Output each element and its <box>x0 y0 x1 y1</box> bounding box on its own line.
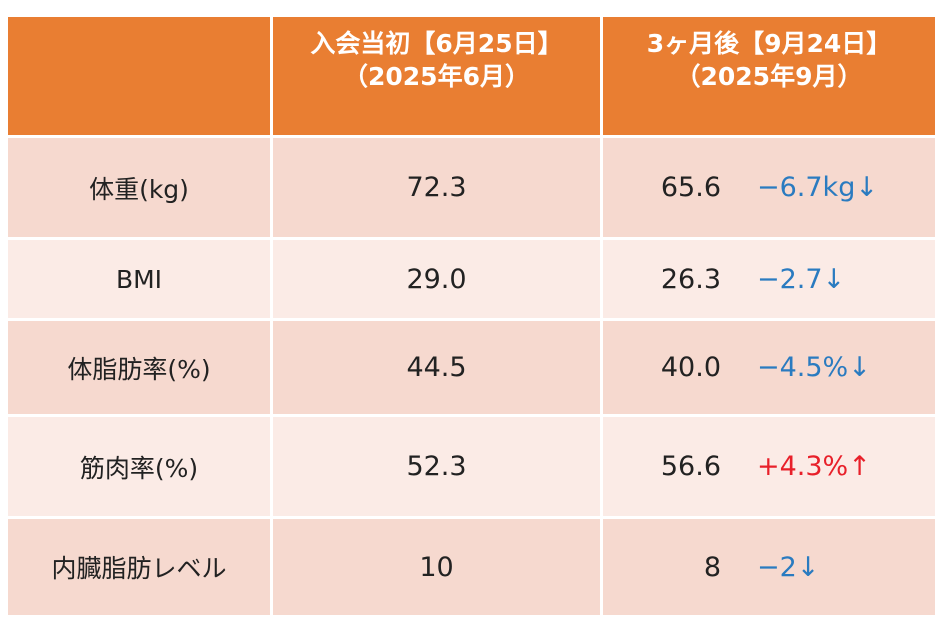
diff-weight: −6.7kg↓ <box>757 172 878 203</box>
row-label-body-fat: 体脂肪率(%) <box>8 321 270 414</box>
after-value-visceral-fat: 8 <box>703 551 721 583</box>
header-before: 入会当初【6月25日】 （2025年6月） <box>273 17 600 135</box>
header-before-title: 入会当初【6月25日】 <box>310 29 563 58</box>
after-cell-visceral-fat: 8 −2↓ <box>603 519 935 615</box>
after-value-muscle: 56.6 <box>660 451 721 482</box>
diff-muscle: +4.3%↑ <box>757 451 871 482</box>
after-value-body-fat: 40.0 <box>660 352 721 383</box>
header-after: 3ヶ月後【9月24日】 （2025年9月） <box>603 17 935 135</box>
header-after-title: 3ヶ月後【9月24日】 <box>646 29 892 58</box>
before-value-muscle: 52.3 <box>273 417 600 516</box>
after-cell-body-fat: 40.0 −4.5%↓ <box>603 321 935 414</box>
header-after-date: （2025年9月） <box>675 62 863 91</box>
row-label-visceral-fat: 内臓脂肪レベル <box>8 519 270 615</box>
header-empty <box>8 17 270 135</box>
before-value-bmi: 29.0 <box>273 240 600 318</box>
before-value-weight: 72.3 <box>273 138 600 237</box>
after-cell-weight: 65.6 −6.7kg↓ <box>603 138 935 237</box>
comparison-table: 入会当初【6月25日】 （2025年6月） 3ヶ月後【9月24日】 （2025年… <box>8 17 935 615</box>
diff-body-fat: −4.5%↓ <box>757 352 871 383</box>
after-cell-bmi: 26.3 −2.7↓ <box>603 240 935 318</box>
diff-visceral-fat: −2↓ <box>757 551 820 583</box>
before-value-body-fat: 44.5 <box>273 321 600 414</box>
diff-bmi: −2.7↓ <box>757 263 846 295</box>
row-label-muscle: 筋肉率(%) <box>8 417 270 516</box>
before-value-visceral-fat: 10 <box>273 519 600 615</box>
after-value-bmi: 26.3 <box>660 263 721 295</box>
header-before-date: （2025年6月） <box>343 62 530 91</box>
after-value-weight: 65.6 <box>660 172 721 203</box>
after-cell-muscle: 56.6 +4.3%↑ <box>603 417 935 516</box>
row-label-weight: 体重(kg) <box>8 138 270 237</box>
row-label-bmi: BMI <box>8 240 270 318</box>
